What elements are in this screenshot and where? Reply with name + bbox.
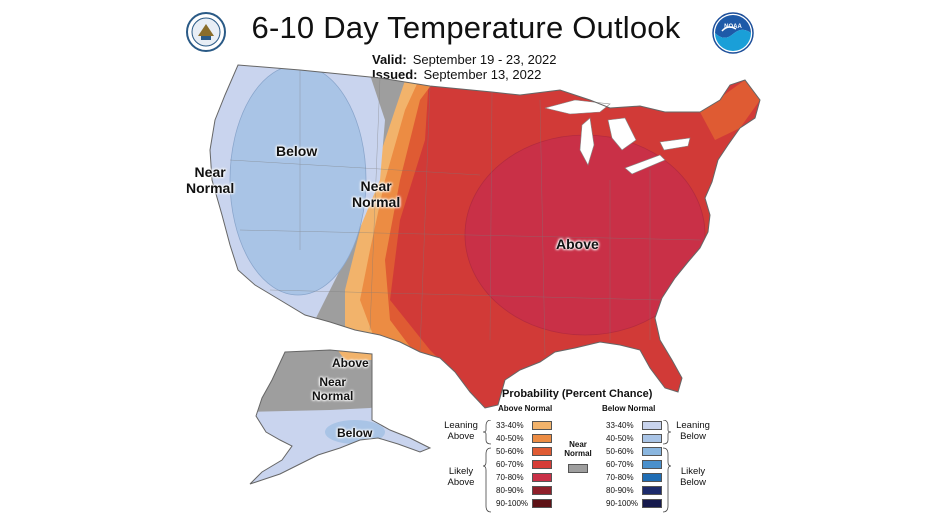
legend-below-swatch	[642, 434, 662, 443]
legend-above-row-label: 80-90%	[496, 486, 524, 495]
legend-above-row: 50-60%	[496, 446, 566, 457]
conus-outline	[209, 64, 761, 409]
legend-leaning-above: Leaning Above	[444, 420, 478, 442]
ak-above-33-40	[330, 350, 380, 360]
legend-below-row-label: 60-70%	[606, 460, 634, 469]
legend-below-swatch	[642, 486, 662, 495]
legend-below-swatch	[642, 473, 662, 482]
legend-above-swatch	[532, 473, 552, 482]
label-alaska-above: Above	[332, 356, 369, 370]
legend-below-row: 90-100%	[606, 498, 676, 509]
legend-below-row: 40-50%	[606, 433, 676, 444]
legend-above-swatch	[532, 434, 552, 443]
legend-below-row-label: 40-50%	[606, 434, 634, 443]
legend-near-normal-swatch	[568, 464, 588, 473]
legend-above-swatch	[532, 499, 552, 508]
band-maine	[700, 80, 760, 140]
legend-above-row: 70-80%	[496, 472, 566, 483]
state-lines	[229, 70, 701, 356]
legend-above-row: 90-100%	[496, 498, 566, 509]
legend-above-row-label: 40-50%	[496, 434, 524, 443]
legend-above-row-label: 33-40%	[496, 421, 524, 430]
label-alaska-below: Below	[337, 426, 373, 440]
legend-below-row-label: 70-80%	[606, 473, 634, 482]
lake-michigan	[579, 117, 595, 166]
label-west-near-normal: Near Normal	[186, 164, 235, 196]
valid-line: Valid: September 19 - 23, 2022	[372, 52, 557, 67]
label-below: Below	[276, 143, 318, 159]
conus-probability-bands	[150, 60, 760, 420]
band-near-normal-west	[150, 60, 200, 420]
legend-likely-above: Likely Above	[447, 466, 475, 488]
great-lakes	[544, 99, 691, 175]
legend-below-swatch	[642, 447, 662, 456]
legend-above-swatch	[532, 447, 552, 456]
lake-superior	[544, 99, 611, 115]
legend-above-row-label: 70-80%	[496, 473, 524, 482]
legend-above-row: 80-90%	[496, 485, 566, 496]
legend-below-swatch	[642, 460, 662, 469]
legend-below-row: 70-80%	[606, 472, 676, 483]
alaska-outline	[249, 349, 432, 485]
legend-below-swatch	[642, 499, 662, 508]
legend-below-row-label: 90-100%	[606, 499, 639, 508]
lake-ontario	[659, 137, 691, 151]
issued-value: September 13, 2022	[423, 67, 542, 82]
legend-above-swatch	[532, 460, 552, 469]
legend-below-row-label: 33-40%	[606, 421, 634, 430]
noaa-logo: NOAA	[712, 12, 754, 54]
legend-title: Probability (Percent Chance)	[502, 388, 653, 400]
legend-above-row-label: 90-100%	[496, 499, 529, 508]
legend-below-row: 60-70%	[606, 459, 676, 470]
legend-braces-right	[662, 420, 672, 513]
legend-below-row: 33-40%	[606, 420, 676, 431]
label-above: Above	[556, 236, 599, 252]
legend-above-row: 60-70%	[496, 459, 566, 470]
noaa-logo-text: NOAA	[724, 24, 742, 30]
legend-above-swatch	[532, 486, 552, 495]
legend-leaning-below: Leaning Below	[676, 420, 710, 442]
legend-above-row-label: 50-60%	[496, 447, 524, 456]
legend-braces-left	[482, 420, 492, 513]
legend-below-row: 80-90%	[606, 485, 676, 496]
band-above-70-80	[464, 134, 706, 336]
legend-near-normal-label: Near Normal	[564, 440, 592, 458]
legend-below-row: 50-60%	[606, 446, 676, 457]
label-alaska-near-normal: Near Normal	[312, 375, 354, 403]
ak-below-40-50	[325, 420, 385, 444]
legend-below-row-label: 50-60%	[606, 447, 634, 456]
lake-huron	[607, 117, 637, 151]
legend-above-swatch	[532, 421, 552, 430]
commerce-seal-logo	[186, 12, 226, 52]
legend-above-row: 33-40%	[496, 420, 566, 431]
legend-below-swatch	[642, 421, 662, 430]
valid-label: Valid:	[372, 52, 407, 67]
legend-above-head: Above Normal	[498, 404, 553, 413]
label-plains-near-normal: Near Normal	[352, 178, 401, 210]
band-below-40-50	[229, 65, 367, 296]
legend: Probability (Percent Chance) Above Norma…	[440, 384, 710, 516]
page-title: 6-10 Day Temperature Outlook	[251, 10, 681, 45]
lake-erie	[624, 154, 666, 175]
legend-likely-below: Likely Below	[680, 466, 706, 488]
legend-above-row-label: 60-70%	[496, 460, 524, 469]
valid-value: September 19 - 23, 2022	[412, 52, 557, 67]
legend-below-row-label: 80-90%	[606, 486, 634, 495]
legend-below-head: Below Normal	[602, 404, 656, 413]
legend-above-row: 40-50%	[496, 433, 566, 444]
